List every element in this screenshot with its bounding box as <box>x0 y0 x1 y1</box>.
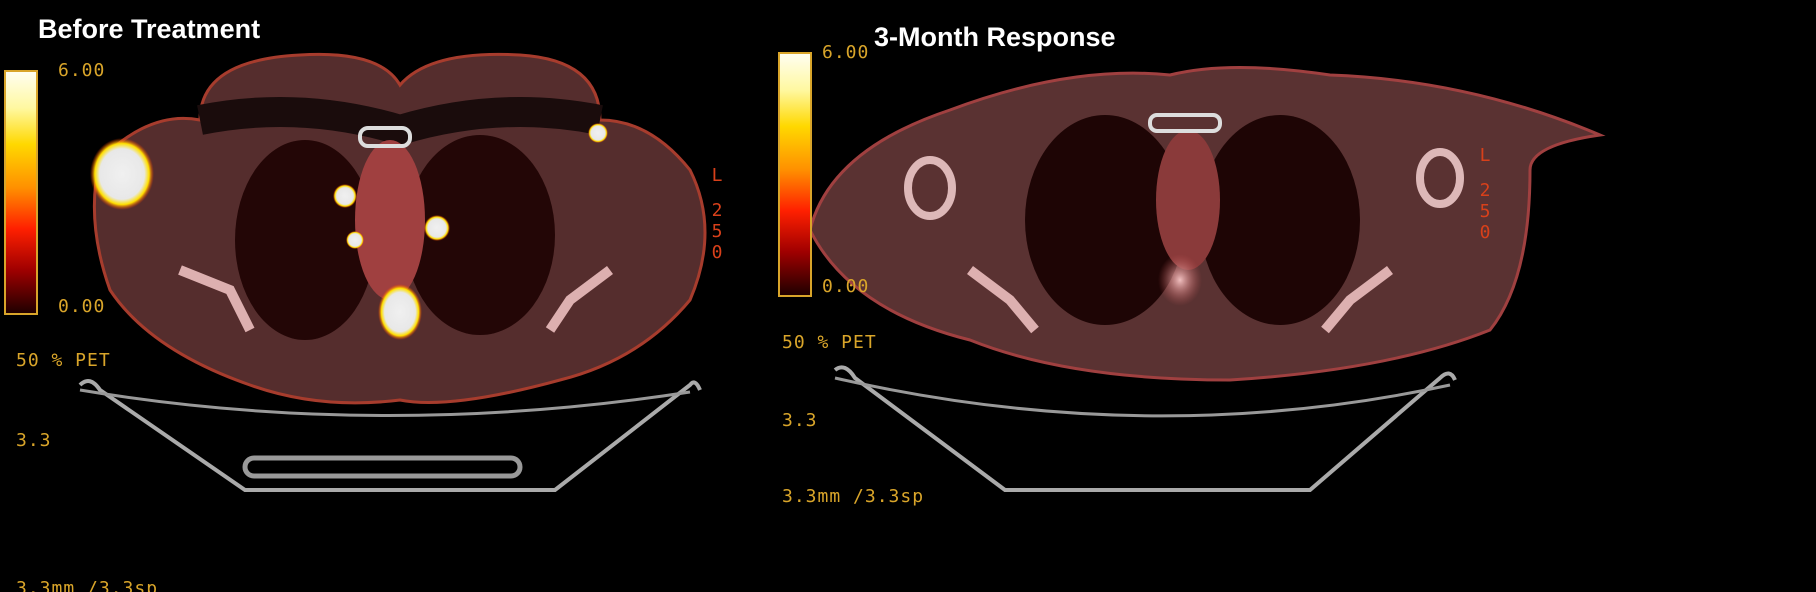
scale-max-label: 6.00 <box>822 42 870 63</box>
panel-title: Before Treatment <box>38 14 261 44</box>
pet-ct-scan-image-before <box>78 52 707 492</box>
hot-spot-axilla <box>90 138 154 210</box>
color-scale-bar <box>4 70 38 315</box>
pet-ct-panel-before: Before Treatment 6.00 0.00 50 % PET 3.3 … <box>0 0 762 592</box>
thickness-label: 3.3 <box>16 430 52 451</box>
blend-label: 50 % PET <box>782 332 877 353</box>
color-scale-bar <box>778 52 812 297</box>
thickness-label: 3.3 <box>782 410 818 431</box>
scale-max-label: 6.00 <box>58 60 106 81</box>
pet-ct-scan-image-after <box>808 66 1606 492</box>
pet-ct-panel-after: 3-Month Response 6.00 0.00 50 % PET 3.3 … <box>770 0 1816 592</box>
spacing-label: 3.3mm /3.3sp <box>16 578 159 592</box>
scale-min-label: 0.00 <box>822 276 870 297</box>
scale-min-label: 0.00 <box>58 296 106 317</box>
spacing-label: 3.3mm /3.3sp <box>782 486 925 507</box>
panel-title: 3-Month Response <box>874 22 1116 52</box>
blend-label: 50 % PET <box>16 350 111 371</box>
hot-spot-spine <box>378 284 422 340</box>
